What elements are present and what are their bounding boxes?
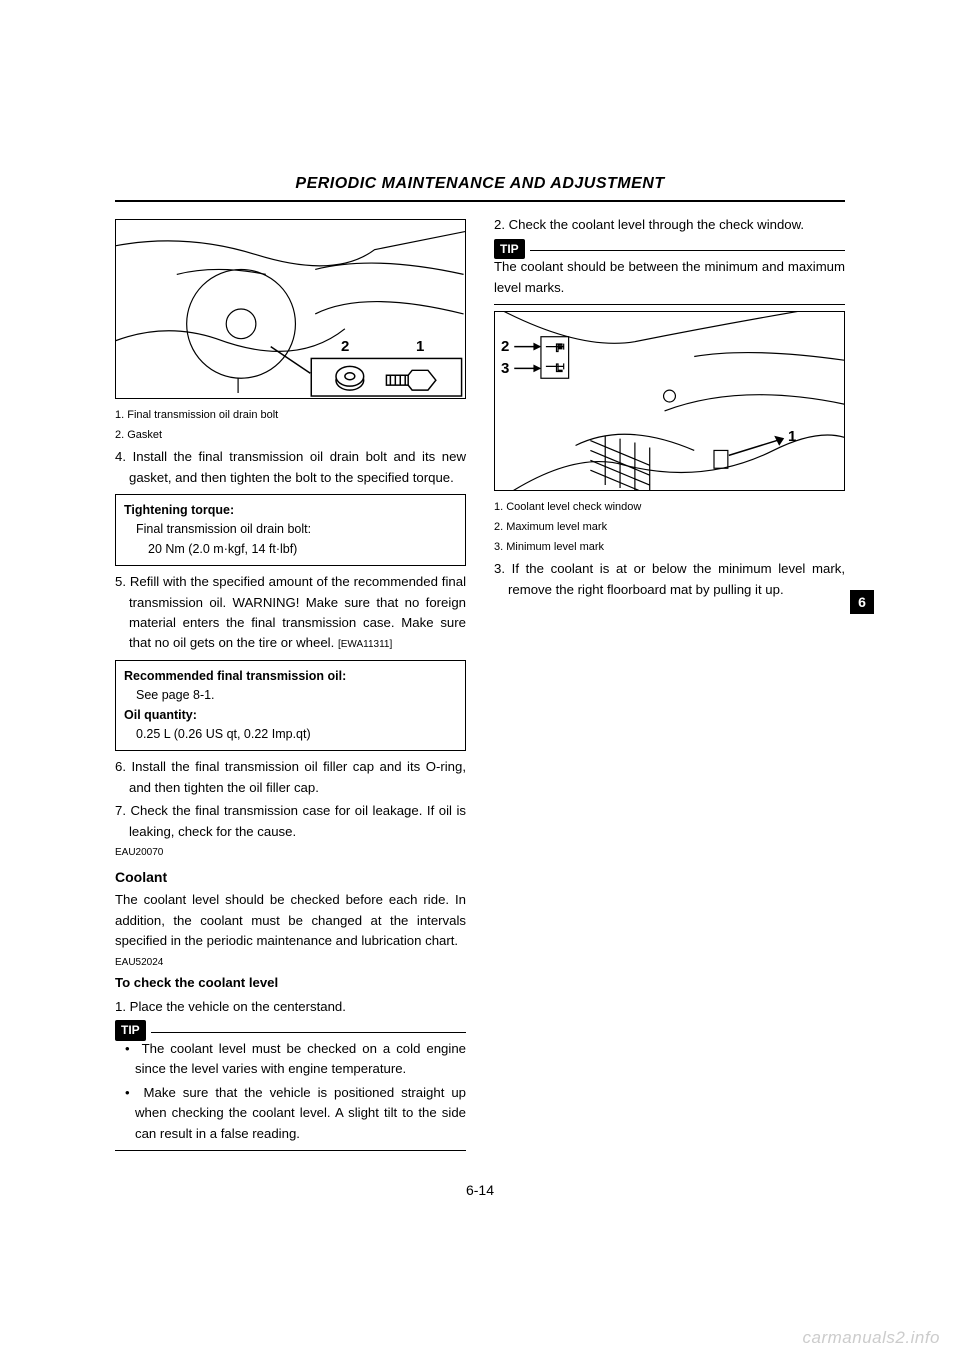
callout-f2-1: 1 bbox=[788, 425, 796, 448]
tip-block-1: TIP bbox=[115, 1020, 466, 1033]
page: PERIODIC MAINTENANCE AND ADJUSTMENT 6 bbox=[0, 0, 960, 1358]
eau-code: EAU20070 bbox=[115, 845, 466, 861]
tip-rule-2b bbox=[494, 304, 845, 305]
tip2-text: The coolant should be between the minimu… bbox=[494, 257, 845, 298]
page-title: PERIODIC MAINTENANCE AND ADJUSTMENT bbox=[115, 175, 845, 193]
torque-label: Tightening torque: bbox=[124, 501, 457, 520]
tip-tag-1: TIP bbox=[115, 1020, 146, 1041]
header-rule bbox=[115, 200, 845, 202]
coolant-illustration: F L bbox=[495, 312, 844, 490]
oil-line4: 0.25 L (0.26 US qt, 0.22 Imp.qt) bbox=[124, 725, 457, 744]
heading-coolant: Coolant bbox=[115, 867, 466, 889]
figure-drain-bolt: 2 1 bbox=[115, 219, 466, 399]
callout-f2-3: 3 bbox=[501, 357, 509, 380]
oil-spec-box: Recommended final transmission oil: See … bbox=[115, 660, 466, 752]
tip1-bullet-1: The coolant level must be checked on a c… bbox=[115, 1039, 466, 1080]
tip-block-2: TIP bbox=[494, 238, 845, 251]
figure-coolant-window: F L 2 3 1 bbox=[494, 311, 845, 491]
tip-rule-2a bbox=[530, 250, 845, 251]
ewa-code: [EWA11311] bbox=[338, 639, 392, 650]
torque-spec-box: Tightening torque: Final transmission oi… bbox=[115, 494, 466, 566]
step-6: 6. Install the final transmission oil fi… bbox=[115, 757, 466, 798]
step-4: 4. Install the final transmission oil dr… bbox=[115, 447, 466, 488]
callout-1: 1 bbox=[416, 335, 424, 358]
fig1-caption-2: 2. Gasket bbox=[115, 427, 466, 444]
section-tab: 6 bbox=[850, 590, 874, 614]
content-columns: 2 1 1. Final transmission oil drain bolt… bbox=[115, 215, 845, 1158]
fig2-caption-2: 2. Maximum level mark bbox=[494, 519, 845, 536]
oil-line2: See page 8-1. bbox=[124, 686, 457, 705]
watermark: carmanuals2.info bbox=[803, 1328, 940, 1348]
step-7: 7. Check the final transmission case for… bbox=[115, 801, 466, 842]
step-5-text: 5. Refill with the specified amount of t… bbox=[115, 574, 466, 650]
page-number: 6-14 bbox=[0, 1182, 960, 1198]
coolant-step-2: 2. Check the coolant level through the c… bbox=[494, 215, 845, 235]
coolant-step-3: 3. If the coolant is at or below the min… bbox=[494, 559, 845, 600]
subheading-check-level: To check the coolant level bbox=[115, 973, 466, 993]
tip1-bullet-2: Make sure that the vehicle is positioned… bbox=[115, 1083, 466, 1144]
step-5: 5. Refill with the specified amount of t… bbox=[115, 572, 466, 654]
header: PERIODIC MAINTENANCE AND ADJUSTMENT bbox=[115, 180, 845, 200]
torque-line2: 20 Nm (2.0 m·kgf, 14 ft·lbf) bbox=[124, 540, 457, 559]
oil-line1: Recommended final transmission oil: bbox=[124, 667, 457, 686]
fig2-caption-3: 3. Minimum level mark bbox=[494, 539, 845, 556]
fig1-caption-1: 1. Final transmission oil drain bolt bbox=[115, 407, 466, 424]
drain-bolt-illustration bbox=[116, 220, 465, 398]
fig2-caption-1: 1. Coolant level check window bbox=[494, 499, 845, 516]
tip-tag-2: TIP bbox=[494, 239, 525, 260]
callout-2: 2 bbox=[341, 335, 349, 358]
svg-text:L: L bbox=[556, 363, 563, 375]
tip-rule-1a bbox=[151, 1032, 466, 1033]
torque-line1: Final transmission oil drain bolt: bbox=[124, 520, 457, 539]
coolant-step-1: 1. Place the vehicle on the centerstand. bbox=[115, 997, 466, 1017]
oil-line3: Oil quantity: bbox=[124, 706, 457, 725]
eau-sub-code: EAU52024 bbox=[115, 955, 466, 971]
callout-f2-2: 2 bbox=[501, 335, 509, 358]
tip-rule-1b bbox=[115, 1150, 466, 1151]
coolant-intro: The coolant level should be checked befo… bbox=[115, 890, 466, 951]
svg-text:F: F bbox=[556, 343, 563, 355]
